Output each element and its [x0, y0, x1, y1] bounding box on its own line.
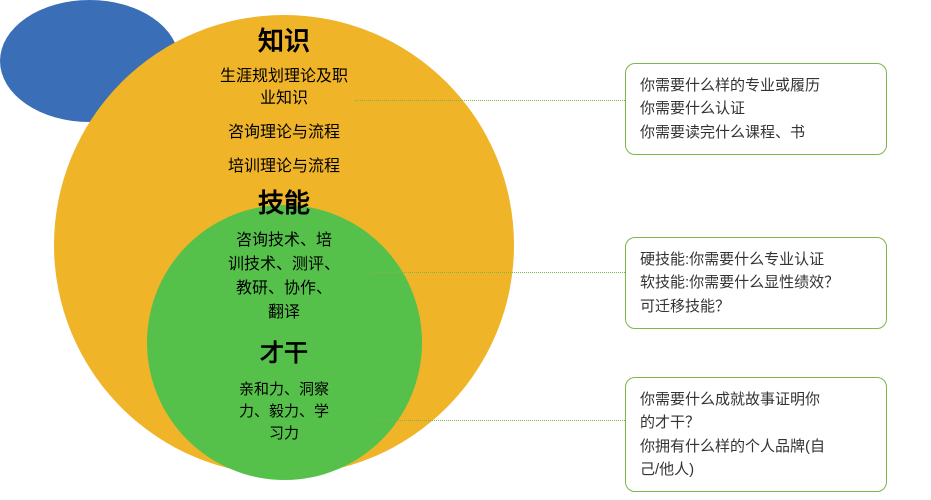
title-skills: 技能 [230, 186, 338, 221]
body-knowledge-2: 业知识 [196, 88, 372, 110]
body-knowledge-3: 咨询理论与流程 [196, 122, 372, 144]
diagram-stage: 知识 生涯规划理论及职 业知识 咨询理论与流程 培训理论与流程 技能 咨询技术、… [0, 0, 931, 500]
connector-knowledge [355, 100, 625, 101]
body-skills-4: 翻译 [215, 302, 353, 324]
title-knowledge: 知识 [230, 24, 338, 59]
body-skills-2: 训技术、测评、 [215, 254, 353, 276]
callout-knowledge: 你需要什么样的专业或履历 你需要什么认证 你需要读完什么课程、书 [625, 63, 887, 155]
body-skills-1: 咨询技术、培 [215, 230, 353, 252]
title-talent: 才干 [235, 338, 333, 370]
body-talent-1: 亲和力、洞察 [228, 380, 340, 400]
body-talent-2: 力、毅力、学 [228, 402, 340, 422]
body-knowledge-4: 培训理论与流程 [196, 156, 372, 178]
callout-skills: 硬技能:你需要什么专业认证 软技能:你需要什么显性绩效？ 可迁移技能？ [625, 237, 887, 329]
body-talent-3: 习力 [228, 424, 340, 444]
callout-talent: 你需要什么成就故事证明你 的才干？ 你拥有什么样的个人品牌(自 己/他人) [625, 377, 887, 492]
connector-skills [370, 272, 625, 273]
body-skills-3: 教研、协作、 [215, 278, 353, 300]
body-knowledge-1: 生涯规划理论及职 [196, 66, 372, 88]
connector-talent [373, 420, 625, 421]
